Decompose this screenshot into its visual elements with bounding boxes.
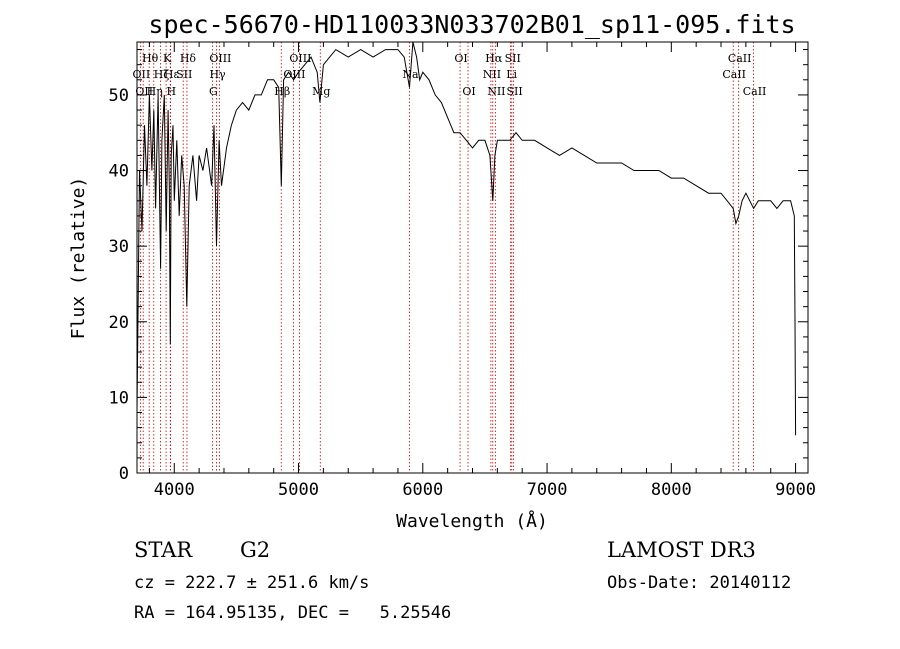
y-tick-label-5: 50: [109, 86, 129, 106]
y-axis-label: Flux (relative): [68, 177, 89, 340]
line-label-27: CaII: [728, 52, 752, 65]
obs-date-text: Obs-Date: 20140112: [607, 573, 792, 593]
spectrum-line: [136, 41, 797, 436]
coordinates-text: RA = 164.95135, DEC = 5.25546: [134, 603, 452, 623]
line-label-18: OI: [454, 52, 467, 65]
redshift-text: cz = 222.7 ± 251.6 km/s: [134, 573, 370, 593]
x-tick-label-5: 9000: [775, 480, 816, 500]
y-tick-label-2: 20: [109, 313, 129, 333]
line-label-10: G: [209, 85, 218, 98]
line-label-13: Hβ: [274, 85, 290, 98]
line-label-4: Hζ: [154, 68, 170, 81]
line-label-6: Hε: [164, 68, 180, 81]
x-tick-label-1: 5000: [278, 480, 319, 500]
line-label-5: K: [163, 52, 172, 65]
y-tick-label-1: 10: [109, 388, 129, 408]
line-label-11: Hγ: [209, 68, 226, 81]
line-label-24: SII: [505, 52, 521, 65]
line-label-7: H: [167, 85, 177, 98]
line-label-3: Hη: [147, 85, 163, 98]
object-subclass: G2: [240, 538, 271, 562]
line-label-26: CaII: [722, 68, 746, 81]
line-label-8: SII: [176, 68, 192, 81]
chart-title: spec-56670-HD110033N033702B01_sp11-095.f…: [148, 10, 795, 39]
line-label-21: Hα: [485, 52, 503, 65]
x-tick-label-4: 8000: [651, 480, 692, 500]
line-label-15: OIII: [289, 52, 311, 65]
x-tick-label-2: 6000: [402, 480, 443, 500]
spectrum-chart: spec-56670-HD110033N033702B01_sp11-095.f…: [68, 10, 816, 532]
x-axis-ticks: 4000 5000 6000 7000 8000 9000: [148, 42, 816, 500]
line-label-25: SII: [507, 85, 523, 98]
x-axis-label: Wavelength (Å): [396, 510, 548, 532]
line-label-20: NII: [483, 68, 501, 81]
survey-name: LAMOST DR3: [607, 538, 756, 562]
y-tick-label-4: 40: [109, 162, 129, 182]
line-label-9: Hδ: [180, 52, 197, 65]
line-label-0: OII: [132, 68, 150, 81]
object-class: STAR: [134, 538, 193, 562]
line-label-12: OIII: [209, 52, 231, 65]
line-label-22: NII: [487, 85, 505, 98]
plot-frame: [136, 41, 809, 474]
line-label-2: Hθ: [142, 52, 159, 65]
spectral-line-markers: OIIOIIHθHηHζKHεHSIIHδGHγOIIIHβOIIIOIIIMg…: [132, 42, 766, 473]
y-axis-ticks: 0 10 20 30 40 50: [109, 49, 808, 484]
x-tick-label-0: 4000: [154, 480, 195, 500]
x-tick-label-3: 7000: [527, 480, 568, 500]
line-label-28: CaII: [743, 85, 767, 98]
line-label-14: OIII: [283, 68, 305, 81]
line-label-19: OI: [462, 85, 475, 98]
y-tick-label-3: 30: [109, 237, 129, 257]
y-tick-label-0: 0: [119, 464, 129, 484]
